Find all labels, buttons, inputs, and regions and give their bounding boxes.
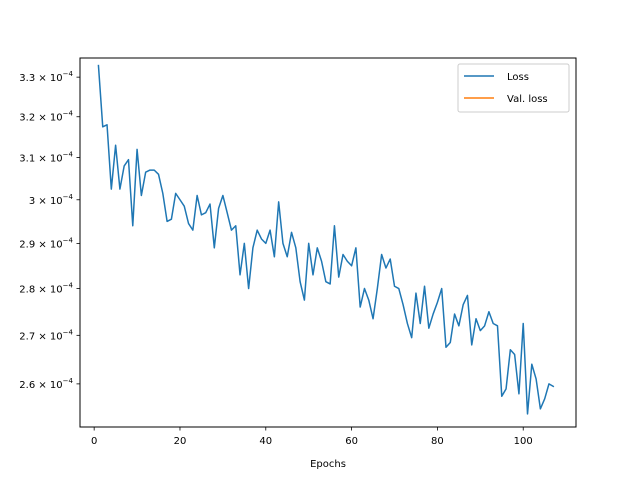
x-tick-label: 100 — [514, 436, 533, 447]
axes-frame — [79, 57, 577, 428]
series-line-loss — [97, 64, 555, 415]
x-tick-label: 60 — [345, 436, 358, 447]
x-tick-label: 40 — [259, 436, 272, 447]
y-tick-label: 3.2 × 10−4 — [19, 110, 73, 124]
legend: Loss Val. loss — [457, 63, 570, 113]
x-axis-label: Epochs — [310, 459, 346, 470]
x-tick-label: 20 — [174, 436, 187, 447]
x-tick-label: 0 — [91, 436, 97, 447]
legend-label-loss: Loss — [507, 72, 529, 83]
y-tick-label: 3 × 10−4 — [29, 193, 74, 207]
y-tick-label: 3.3 × 10−4 — [19, 70, 73, 84]
y-tick-label: 2.7 × 10−4 — [19, 328, 73, 342]
y-tick-label: 3.1 × 10−4 — [19, 151, 73, 165]
legend-label-val-loss: Val. loss — [507, 94, 548, 105]
y-axis: 2.6 × 10−4 2.7 × 10−4 2.8 × 10−4 2.9 × 10−4… — [19, 70, 80, 391]
x-tick-label: 80 — [431, 436, 444, 447]
y-tick-label: 2.6 × 10−4 — [19, 377, 73, 391]
y-tick-label: 2.9 × 10−4 — [19, 236, 73, 250]
plot-area — [97, 64, 555, 415]
y-tick-label: 2.8 × 10−4 — [19, 282, 73, 296]
x-axis: 0 20 40 60 80 100 — [91, 427, 533, 447]
